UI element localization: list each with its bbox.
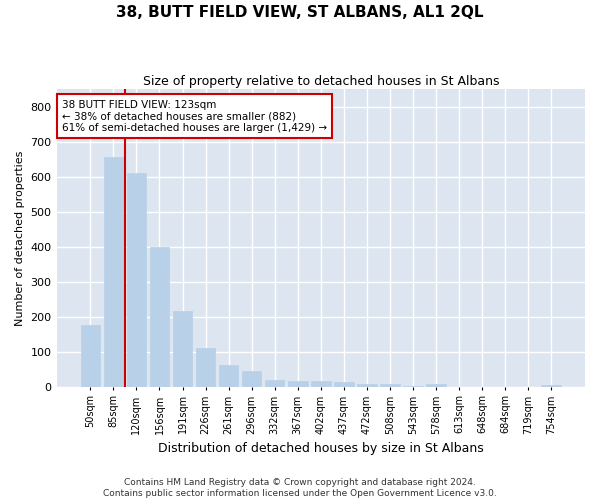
Bar [80,326,100,386]
Bar [334,382,353,386]
Text: Contains HM Land Registry data © Crown copyright and database right 2024.
Contai: Contains HM Land Registry data © Crown c… [103,478,497,498]
Text: 38 BUTT FIELD VIEW: 123sqm
← 38% of detached houses are smaller (882)
61% of sem: 38 BUTT FIELD VIEW: 123sqm ← 38% of deta… [62,100,327,133]
Bar [127,173,146,386]
Bar [311,382,331,386]
Text: 38, BUTT FIELD VIEW, ST ALBANS, AL1 2QL: 38, BUTT FIELD VIEW, ST ALBANS, AL1 2QL [116,5,484,20]
Y-axis label: Number of detached properties: Number of detached properties [15,150,25,326]
Bar [242,371,262,386]
Bar [426,384,446,386]
Bar [541,385,561,386]
Bar [265,380,284,386]
Bar [288,381,308,386]
Bar [219,364,238,386]
Bar [380,384,400,386]
Bar [173,312,193,386]
X-axis label: Distribution of detached houses by size in St Albans: Distribution of detached houses by size … [158,442,484,455]
Title: Size of property relative to detached houses in St Albans: Size of property relative to detached ho… [143,75,499,88]
Bar [149,246,169,386]
Bar [104,158,123,386]
Bar [196,348,215,387]
Bar [357,384,377,386]
